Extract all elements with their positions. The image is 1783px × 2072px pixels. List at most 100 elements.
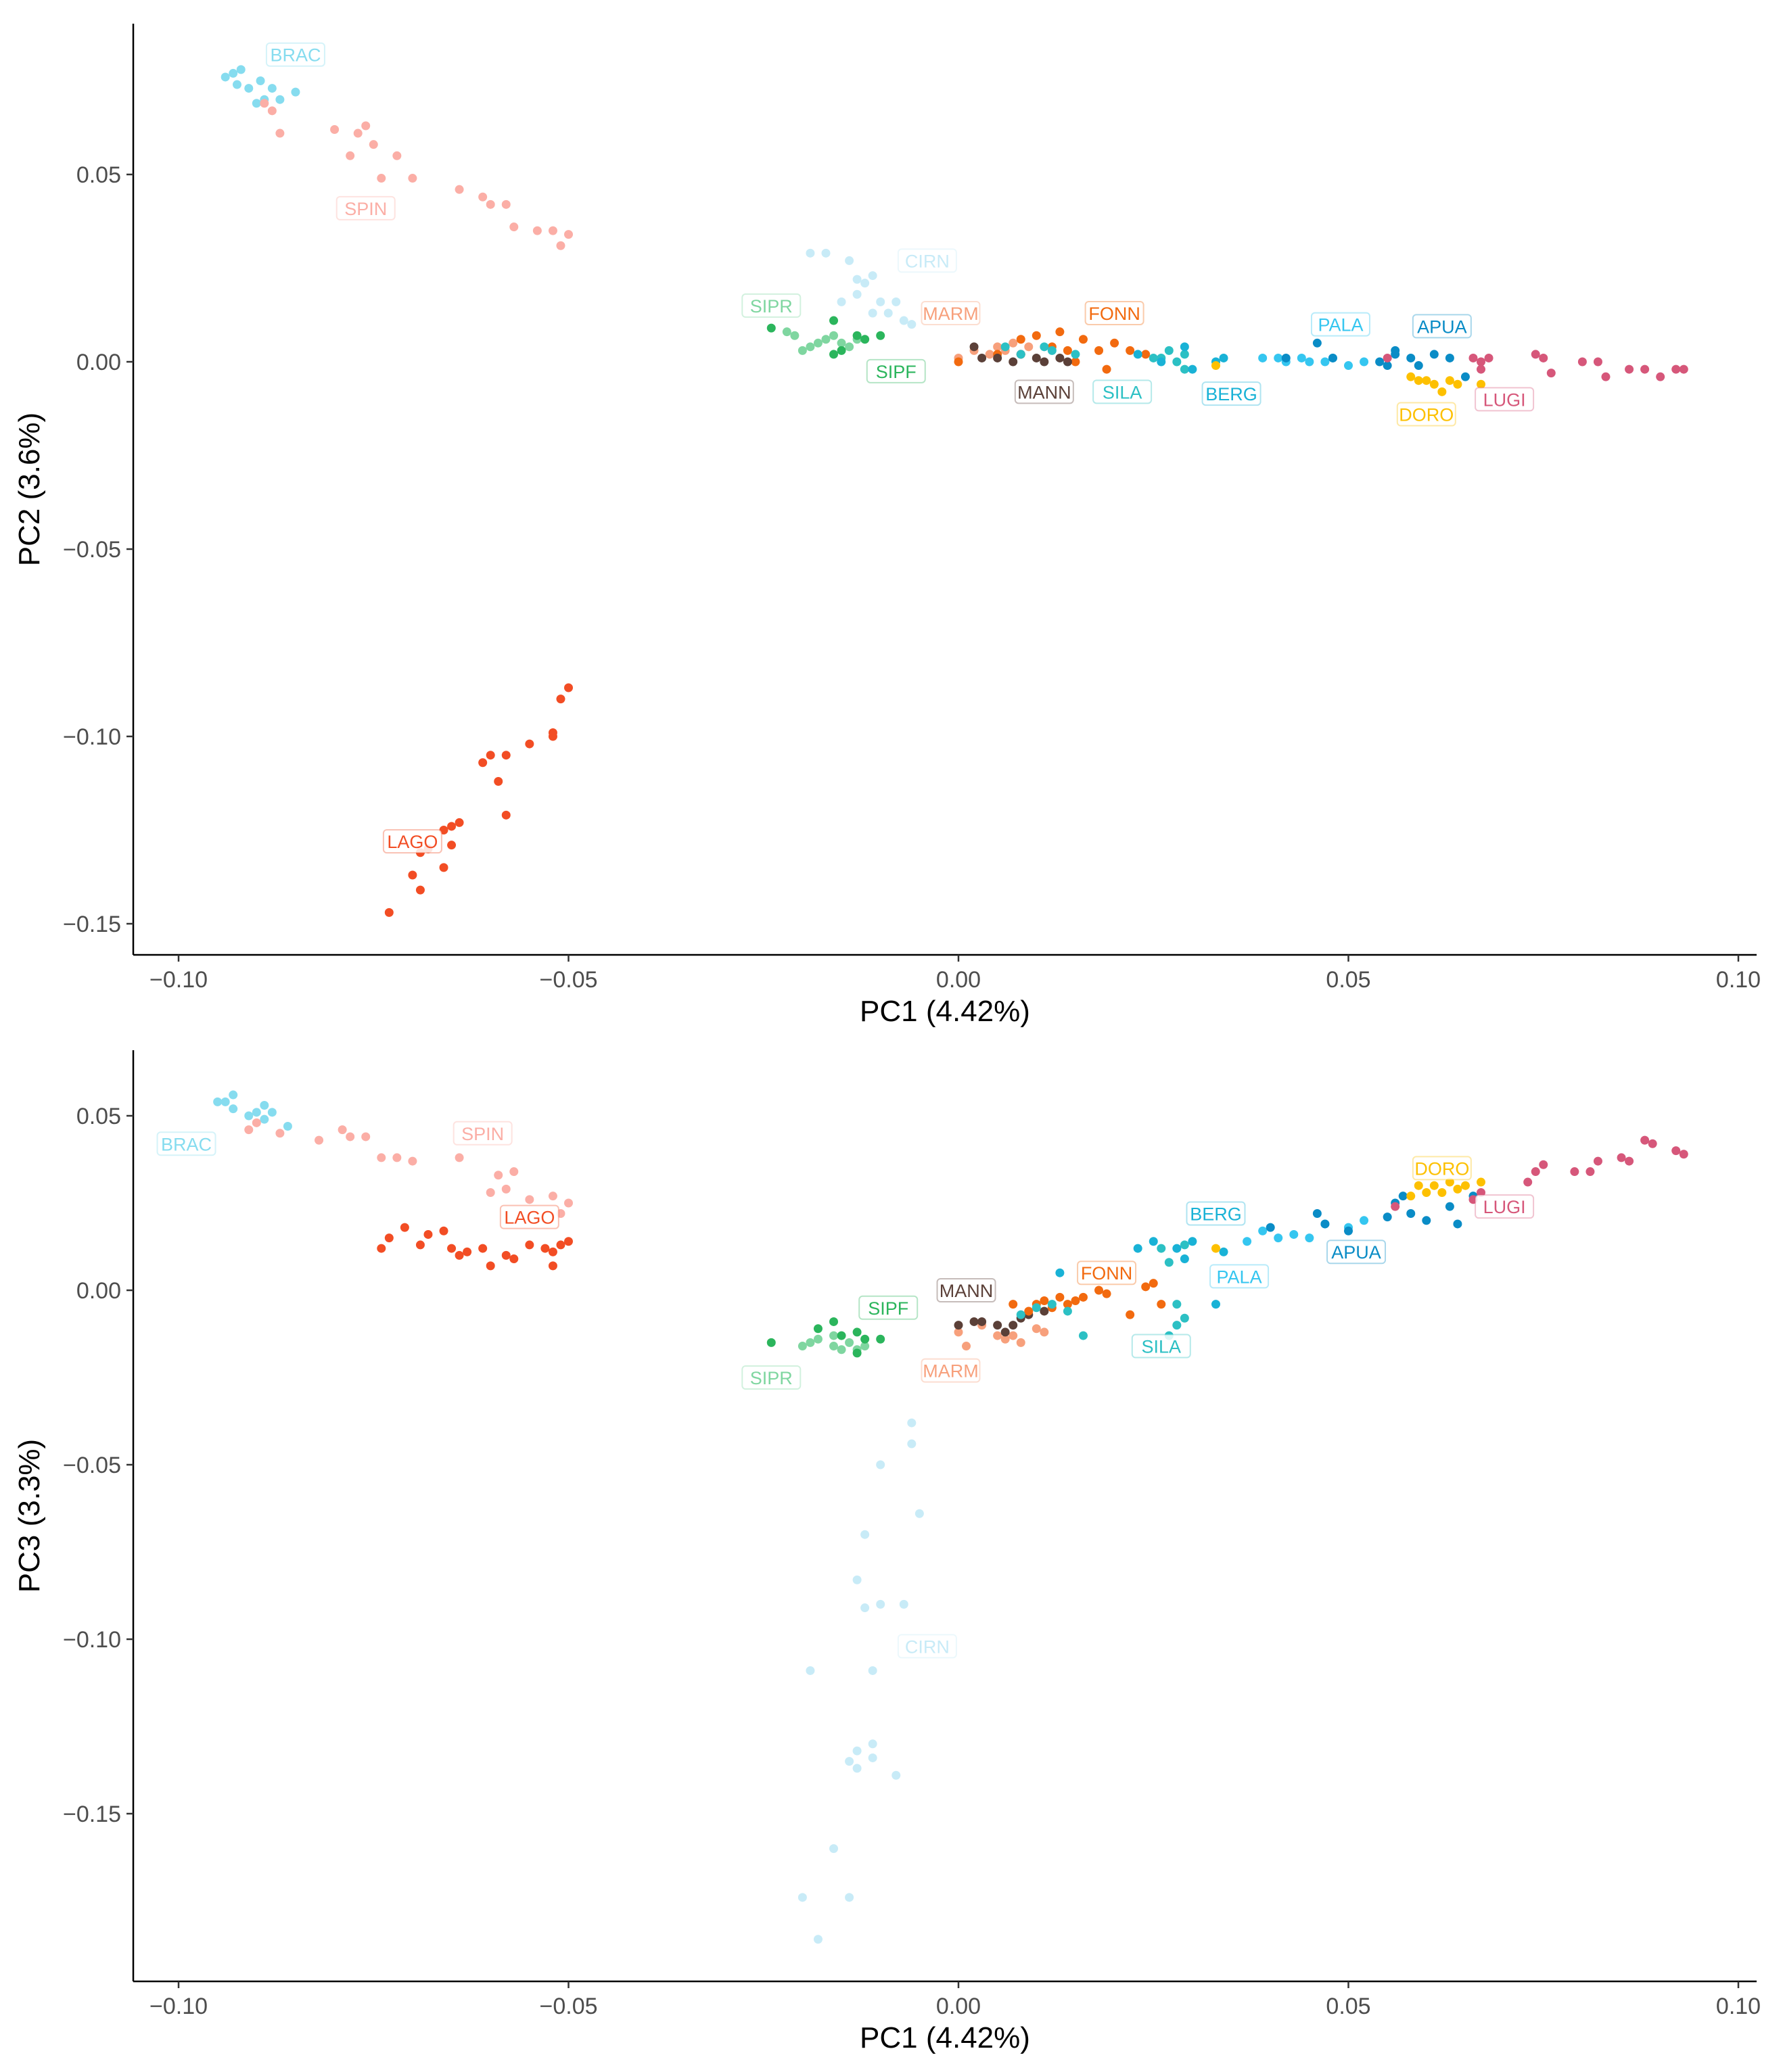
label-box <box>453 1121 513 1146</box>
label-text: SPIN <box>461 1124 504 1144</box>
data-point-sipr <box>860 1342 870 1351</box>
data-point-sila <box>1180 1240 1189 1250</box>
data-point-spin <box>509 1167 519 1177</box>
data-point-lago <box>447 822 457 831</box>
data-point-doro <box>1429 1181 1439 1190</box>
data-point-sila <box>1180 350 1189 359</box>
series-cirn <box>806 248 917 329</box>
series-sila <box>1000 342 1189 374</box>
label-box <box>741 1365 802 1390</box>
label-text: LAGO <box>387 832 438 852</box>
data-point-doro <box>1445 1177 1454 1187</box>
y-tick-label: −0.05 <box>63 537 121 563</box>
data-point-spin <box>275 1129 285 1138</box>
data-point-brac <box>221 1097 230 1106</box>
label-box <box>1326 1240 1387 1265</box>
data-point-mann <box>1000 1327 1010 1337</box>
data-point-lago <box>384 1233 394 1243</box>
label-box <box>1186 1201 1246 1226</box>
data-point-apua <box>1445 1202 1454 1211</box>
y-axis-title: PC3 (3.3%) <box>13 1439 46 1593</box>
data-point-pala <box>1289 1229 1299 1239</box>
data-point-spin <box>501 199 511 209</box>
data-point-lago <box>415 1240 425 1250</box>
label-spin: SPIN <box>335 195 396 220</box>
label-text: LAGO <box>504 1208 555 1228</box>
data-point-fonn <box>1094 346 1104 355</box>
data-point-spin <box>548 226 557 235</box>
data-point-lago <box>556 694 565 704</box>
data-point-cirn <box>852 1764 862 1773</box>
data-point-sipf <box>829 316 839 325</box>
label-cirn: CIRN <box>897 1634 957 1659</box>
label-mann: MANN <box>1014 379 1074 404</box>
data-point-spin <box>532 226 542 235</box>
data-point-sipr <box>837 338 846 348</box>
data-point-lugi <box>1671 364 1681 374</box>
data-point-sila <box>1000 342 1010 352</box>
data-point-doro <box>1477 379 1486 389</box>
data-point-doro <box>1422 376 1431 385</box>
x-tick-label: 0.00 <box>936 1994 981 2019</box>
data-point-cirn <box>860 279 870 288</box>
data-point-mann <box>1040 357 1049 367</box>
data-point-lago <box>478 1244 488 1253</box>
label-apua: APUA <box>1326 1240 1387 1265</box>
data-point-brac <box>236 65 246 74</box>
data-point-pala <box>1360 357 1369 367</box>
data-point-cirn <box>907 1439 917 1449</box>
data-point-sipr <box>797 1342 807 1351</box>
label-sipf: SIPF <box>858 1295 919 1320</box>
data-point-lago <box>439 826 448 834</box>
data-point-marm <box>954 1327 963 1337</box>
label-text: PALA <box>1217 1267 1262 1287</box>
data-point-lugi <box>1679 364 1688 374</box>
data-point-sipr <box>829 1342 839 1351</box>
data-point-lago <box>564 1237 573 1246</box>
x-axis-title: PC1 (4.42%) <box>860 995 1030 1028</box>
y-tick-label: 0.05 <box>76 1104 121 1129</box>
data-point-mann <box>1009 357 1018 367</box>
label-marm: MARM <box>921 300 981 325</box>
label-box <box>1077 1261 1137 1286</box>
data-point-doro <box>1414 1181 1423 1190</box>
label-box <box>921 1358 981 1383</box>
data-point-brac <box>229 1104 238 1114</box>
data-point-cirn <box>806 1666 815 1675</box>
data-point-lugi <box>1477 1188 1486 1198</box>
label-text: CIRN <box>905 1637 950 1657</box>
y-tick-label: −0.10 <box>63 1627 121 1653</box>
data-point-brac <box>275 95 285 104</box>
data-point-doro <box>1453 379 1462 389</box>
x-axis-title: PC1 (4.42%) <box>860 2021 1030 2054</box>
data-point-lugi <box>1546 369 1556 378</box>
label-text: APUA <box>1417 316 1467 337</box>
series-sipr <box>782 327 862 355</box>
series-lago <box>377 1223 573 1271</box>
data-point-sipr <box>821 335 831 344</box>
data-point-sila <box>1047 346 1057 355</box>
label-text: LUGI <box>1483 390 1526 410</box>
data-point-fonn <box>1032 331 1041 340</box>
data-point-cirn <box>892 1770 901 1780</box>
data-point-brac <box>267 1108 277 1117</box>
data-point-cirn <box>868 1753 877 1762</box>
label-lugi: LUGI <box>1475 1194 1535 1219</box>
label-text: SIPR <box>750 1368 793 1388</box>
data-point-fonn <box>1094 1286 1104 1295</box>
data-point-apua <box>1445 353 1454 362</box>
label-box <box>1014 379 1074 404</box>
label-box <box>499 1204 559 1229</box>
data-point-doro <box>1445 376 1454 385</box>
label-box <box>1092 379 1153 404</box>
label-pala: PALA <box>1310 312 1370 337</box>
data-point-spin <box>556 241 565 250</box>
data-point-apua <box>1383 361 1392 371</box>
label-doro: DORO <box>1412 1156 1472 1181</box>
data-point-lago <box>509 1254 519 1264</box>
label-sipf: SIPF <box>866 358 926 383</box>
data-point-lago <box>501 1250 511 1260</box>
data-point-spin <box>260 99 269 108</box>
data-point-marm <box>985 350 994 359</box>
label-text: MANN <box>1017 382 1071 402</box>
